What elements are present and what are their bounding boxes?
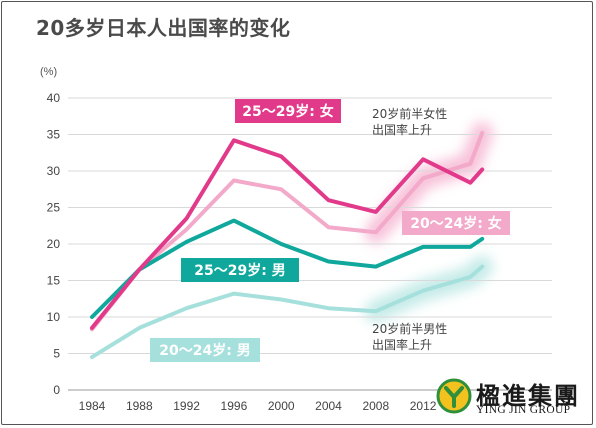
x-tick-label: 1996 bbox=[221, 399, 248, 413]
series-label: 20～24岁: 女 bbox=[410, 215, 501, 232]
note-male-line2: 出国率上升 bbox=[372, 337, 432, 352]
series-line bbox=[90, 264, 485, 360]
chart-title: 20多岁日本人出国率的变化 bbox=[36, 16, 291, 40]
x-tick-label: 2008 bbox=[362, 399, 389, 413]
x-tick-label: 1992 bbox=[173, 399, 200, 413]
series-label-box bbox=[235, 99, 341, 123]
y-tick-labels: 0 5 10 15 20 25 30 35 40 bbox=[47, 91, 61, 397]
x-tick-label: 2000 bbox=[268, 399, 295, 413]
series-line bbox=[90, 218, 485, 319]
series-label: 25～29岁: 男 bbox=[194, 262, 285, 279]
x-tick-labels: 1984 1988 1992 1996 2000 2004 2008 2012 bbox=[79, 399, 437, 413]
series-label-box bbox=[150, 338, 260, 362]
note-female-line2: 出国率上升 bbox=[372, 122, 432, 137]
y-tick-label: 25 bbox=[47, 201, 61, 215]
y-tick-label: 10 bbox=[47, 310, 61, 324]
note-female-line1: 20岁前半女性 bbox=[372, 106, 447, 121]
note-male-line1: 20岁前半男性 bbox=[372, 321, 447, 336]
x-tick-label: 1988 bbox=[126, 399, 153, 413]
y-tick-label: 0 bbox=[53, 383, 60, 397]
y-tick-label: 35 bbox=[47, 128, 61, 142]
series-label-box bbox=[402, 211, 510, 235]
ying-jin-logo-icon bbox=[436, 378, 472, 414]
x-tick-label: 2012 bbox=[410, 399, 437, 413]
series-line bbox=[90, 138, 485, 330]
logo-chinese-name: 楹進集團 bbox=[476, 381, 580, 410]
y-tick-label: 40 bbox=[47, 91, 61, 105]
y-tick-label: 15 bbox=[47, 274, 61, 288]
series-label: 20～24岁: 男 bbox=[159, 342, 250, 359]
series-labels: 25～29岁: 女 20～24岁: 女 25～29岁: 男 20～24岁: 男 bbox=[150, 99, 510, 362]
y-tick-label: 20 bbox=[47, 237, 61, 251]
grid-lines bbox=[68, 97, 552, 391]
y-tick-label: 5 bbox=[53, 347, 60, 361]
y-axis-unit: (%) bbox=[40, 66, 58, 78]
logo-english-name: YING JIN GROUP bbox=[476, 404, 571, 416]
x-tick-label: 2004 bbox=[315, 399, 342, 413]
series-lines bbox=[90, 131, 485, 360]
x-tick-label: 1984 bbox=[79, 399, 106, 413]
y-tick-label: 30 bbox=[47, 164, 61, 178]
series-label-box bbox=[181, 258, 299, 282]
series-label: 25～29岁: 女 bbox=[242, 103, 333, 120]
